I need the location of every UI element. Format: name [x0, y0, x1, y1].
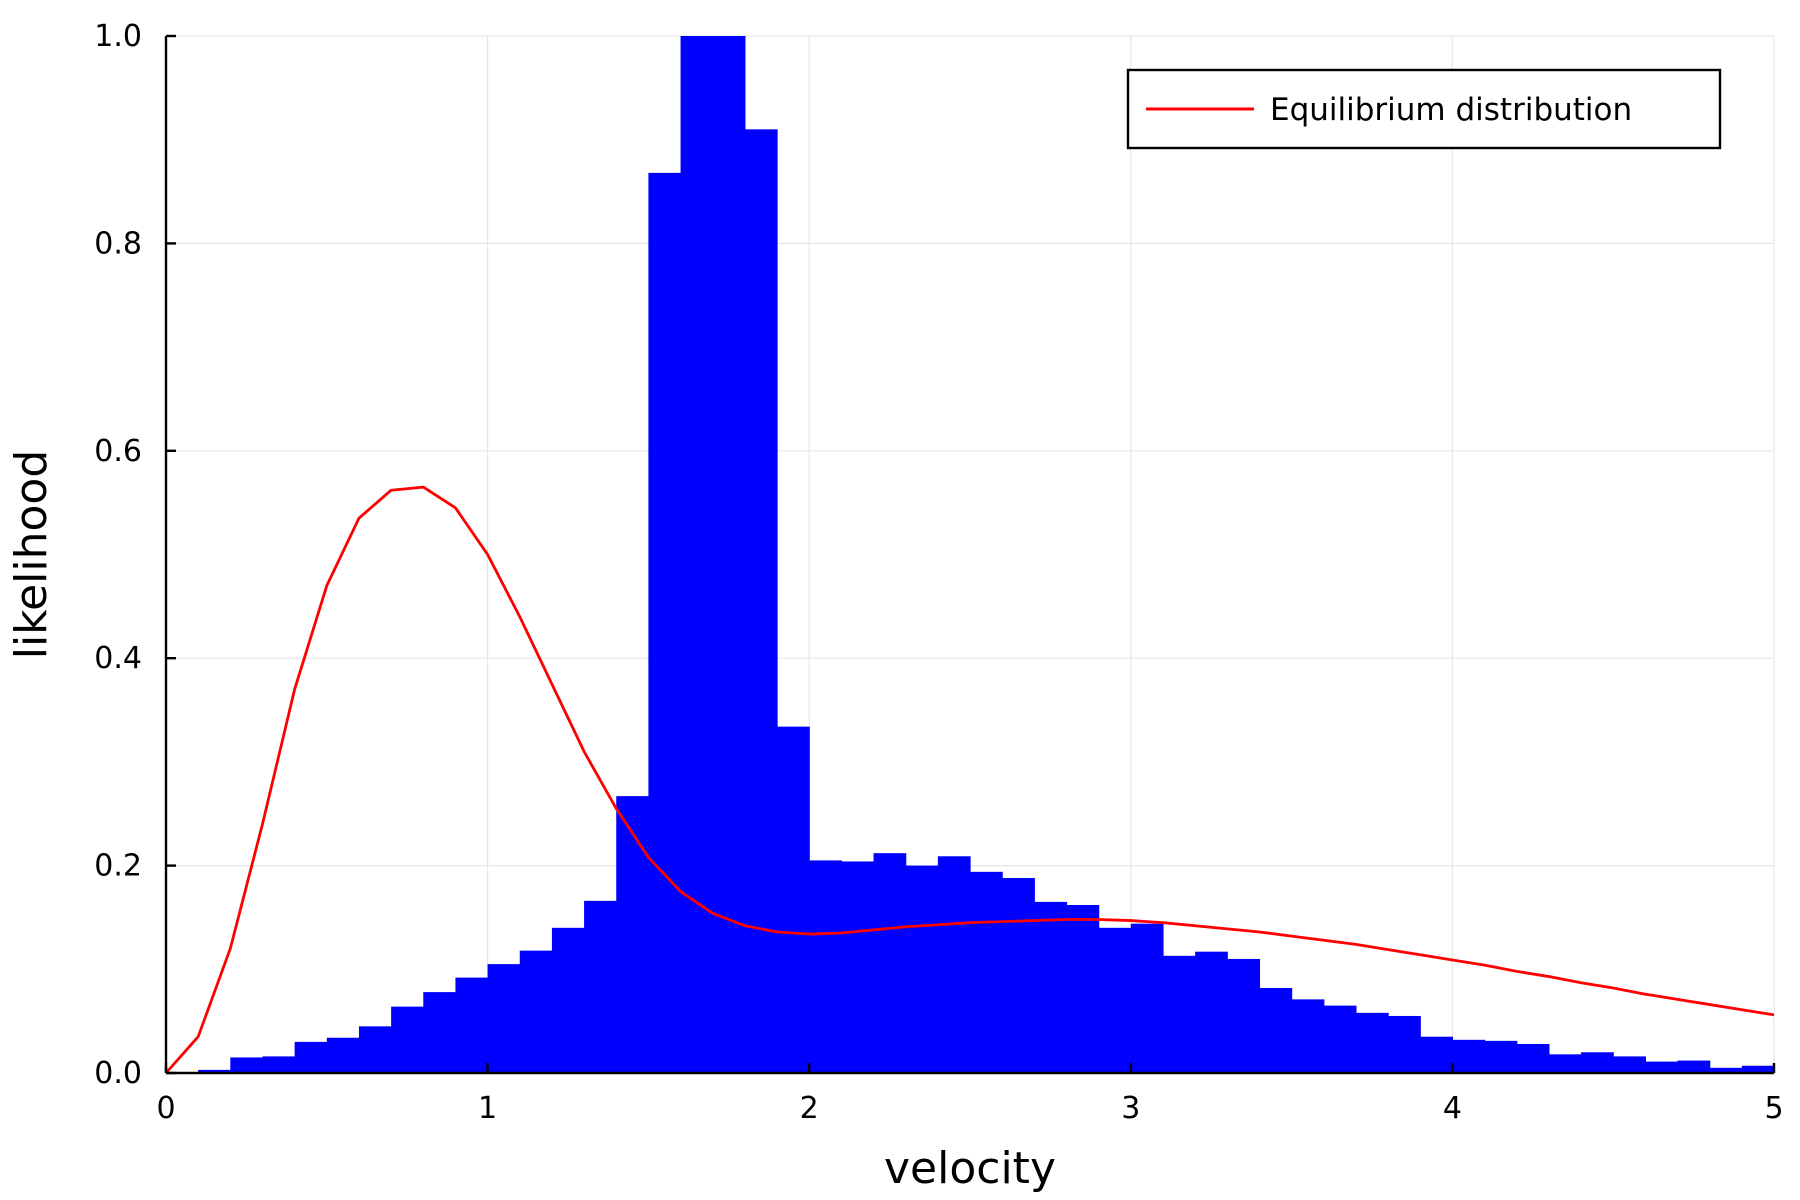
- histogram-bar-49: [1741, 1065, 1775, 1073]
- equilibrium-curve-0: [164, 485, 1775, 1074]
- histogram-bar-27: [1034, 901, 1068, 1073]
- histogram-bar-7: [391, 1006, 424, 1073]
- histogram-bar-13: [584, 900, 617, 1073]
- y-tick-label-2: 0.4: [94, 641, 142, 676]
- histogram-bar-5: [326, 1037, 360, 1073]
- histogram-bar-16: [680, 36, 714, 1073]
- y-tick-label-3: 0.6: [94, 434, 142, 469]
- histogram-bar-25: [970, 871, 1003, 1073]
- x-tick-label-1: 1: [478, 1091, 497, 1126]
- histogram-bar-41: [1484, 1040, 1518, 1073]
- histogram-bar-33: [1227, 958, 1261, 1073]
- x-tick-label-5: 5: [1764, 1091, 1783, 1126]
- x-tick-label-4: 4: [1443, 1091, 1462, 1126]
- histogram-bar-9: [455, 977, 489, 1073]
- histogram-bar-31: [1162, 955, 1196, 1073]
- histogram-bar-42: [1516, 1043, 1550, 1073]
- histogram-bar-45: [1613, 1056, 1646, 1073]
- histogram-bar-24: [937, 856, 971, 1073]
- histogram-bar-19: [777, 726, 810, 1073]
- histogram-bar-1: [198, 1069, 231, 1073]
- histogram-bar-48: [1709, 1067, 1743, 1073]
- histogram-bar-12: [551, 927, 585, 1073]
- histogram-bar-38: [1388, 1015, 1421, 1073]
- histogram-bar-40: [1452, 1039, 1486, 1073]
- histogram-bar-35: [1291, 999, 1325, 1073]
- histogram-bar-22: [873, 853, 907, 1073]
- y-axis-title: likelihood: [6, 450, 57, 660]
- x-tick-label-2: 2: [800, 1091, 819, 1126]
- equilibrium-curve-layer: [164, 485, 1775, 1074]
- histogram-bar-39: [1420, 1036, 1453, 1073]
- histogram-bar-47: [1677, 1060, 1711, 1073]
- histogram-bar-6: [358, 1026, 392, 1073]
- y-tick-label-1: 0.2: [94, 849, 142, 884]
- y-tick-label-0: 0.0: [94, 1056, 142, 1091]
- histogram-bar-32: [1195, 951, 1228, 1073]
- histogram-bar-26: [1002, 878, 1035, 1073]
- histogram-bar-37: [1355, 1012, 1389, 1073]
- histogram-bar-4: [294, 1041, 328, 1073]
- y-tick-label-5: 1.0: [94, 19, 142, 54]
- histogram-bar-29: [1098, 927, 1132, 1073]
- histogram-bar-20: [809, 860, 842, 1073]
- legend: Equilibrium distribution: [1126, 68, 1722, 150]
- histogram-bar-34: [1259, 987, 1293, 1073]
- histogram-bar-18: [744, 129, 778, 1073]
- histogram-bar-30: [1130, 923, 1164, 1073]
- x-tick-label-0: 0: [156, 1091, 175, 1126]
- x-tick-label-3: 3: [1121, 1091, 1140, 1126]
- histogram-bar-21: [841, 861, 875, 1073]
- histogram-bar-2: [230, 1057, 264, 1073]
- histogram-bar-17: [712, 36, 746, 1073]
- histogram-bar-46: [1645, 1061, 1679, 1073]
- histogram-bar-10: [487, 964, 521, 1073]
- histogram-bar-14: [616, 796, 649, 1073]
- tick-labels: 0 1 2 3 4 5 0.0 0.2 0.4 0.6 0.8 1.0: [94, 19, 1783, 1126]
- histogram-bar-36: [1323, 1005, 1357, 1073]
- axes: [164, 34, 1776, 1075]
- histogram-bars: [198, 36, 1775, 1073]
- y-tick-label-4: 0.8: [94, 226, 142, 261]
- histogram-bar-11: [519, 950, 553, 1073]
- histogram-bar-8: [423, 992, 457, 1073]
- histogram-bar-23: [905, 865, 939, 1073]
- histogram-bar-28: [1066, 905, 1100, 1073]
- histogram-bar-3: [262, 1056, 296, 1073]
- x-axis-title: velocity: [884, 1143, 1056, 1194]
- histogram-bar-15: [648, 172, 682, 1073]
- legend-label-equilibrium: Equilibrium distribution: [1270, 92, 1632, 128]
- histogram-bar-43: [1548, 1054, 1582, 1073]
- histogram-bar-44: [1581, 1052, 1614, 1073]
